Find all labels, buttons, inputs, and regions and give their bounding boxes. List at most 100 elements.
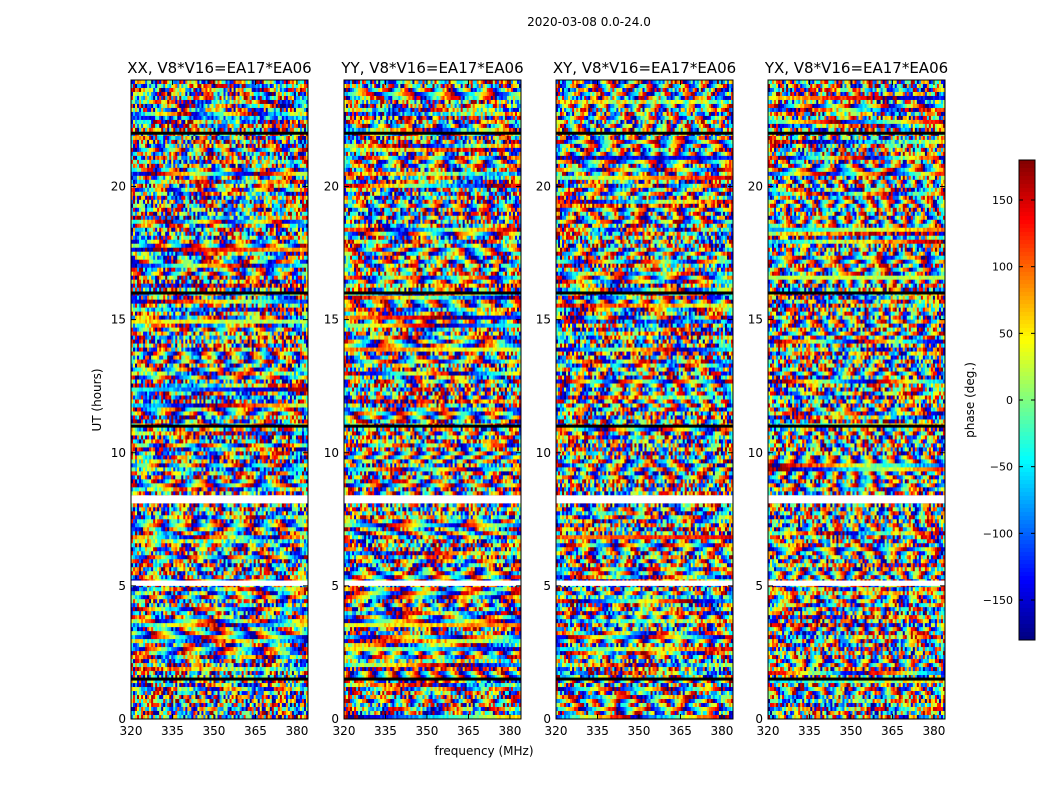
gap-line xyxy=(768,291,945,295)
colorbar-step xyxy=(1019,300,1035,305)
y-tick-label: 20 xyxy=(748,180,763,194)
colorbar-step xyxy=(1019,324,1035,329)
colorbar-step xyxy=(1019,388,1035,393)
colorbar-step xyxy=(1019,568,1035,573)
colorbar-step xyxy=(1019,384,1035,389)
colorbar-step xyxy=(1019,484,1035,489)
colorbar-step xyxy=(1019,412,1035,417)
colorbar-step xyxy=(1019,204,1035,209)
phase-heatmap xyxy=(768,80,945,719)
colorbar-step xyxy=(1019,312,1035,317)
colorbar-step xyxy=(1019,264,1035,269)
y-tick-label: 5 xyxy=(755,579,763,593)
gap-line xyxy=(131,677,308,681)
colorbar-step xyxy=(1019,476,1035,481)
colorbar-step xyxy=(1019,444,1035,449)
colorbar-step xyxy=(1019,240,1035,245)
panel-title: YX, V8*V16=EA17*EA06 xyxy=(764,59,948,77)
colorbar-step xyxy=(1019,168,1035,173)
colorbar-step xyxy=(1019,392,1035,397)
colorbar-step xyxy=(1019,504,1035,509)
x-tick-label: 350 xyxy=(628,724,651,738)
colorbar-step xyxy=(1019,380,1035,385)
y-tick-label: 0 xyxy=(118,712,126,726)
gap-line xyxy=(556,131,733,135)
colorbar-step xyxy=(1019,596,1035,601)
colorbar-step xyxy=(1019,252,1035,257)
gap-line xyxy=(556,291,733,295)
x-tick-label: 365 xyxy=(881,724,904,738)
colorbar-step xyxy=(1019,344,1035,349)
colorbar-step xyxy=(1019,552,1035,557)
y-tick-label: 0 xyxy=(331,712,339,726)
colorbar-step xyxy=(1019,272,1035,277)
y-tick-label: 10 xyxy=(748,446,763,460)
colorbar-step xyxy=(1019,336,1035,341)
colorbar-step xyxy=(1019,468,1035,473)
y-axis-label: UT (hours) xyxy=(90,368,104,431)
colorbar-step xyxy=(1019,616,1035,621)
panel-title: XX, V8*V16=EA17*EA06 xyxy=(127,59,311,77)
panel-frame xyxy=(555,79,734,720)
colorbar-step xyxy=(1019,172,1035,177)
x-tick-label: 335 xyxy=(586,724,609,738)
colorbar-step xyxy=(1019,612,1035,617)
colorbar-tick-label: 100 xyxy=(992,261,1013,274)
colorbar-step xyxy=(1019,420,1035,425)
y-tick-label: 15 xyxy=(536,313,551,327)
y-tick-label: 5 xyxy=(543,579,551,593)
colorbar-step xyxy=(1019,560,1035,565)
x-tick-label: 380 xyxy=(710,724,733,738)
colorbar-step xyxy=(1019,456,1035,461)
y-tick-label: 15 xyxy=(324,313,339,327)
y-tick-label: 0 xyxy=(755,712,763,726)
x-tick-label: 350 xyxy=(203,724,226,738)
panel-frame xyxy=(130,79,309,720)
colorbar-step xyxy=(1019,208,1035,213)
colorbar-step xyxy=(1019,164,1035,169)
colorbar-step xyxy=(1019,236,1035,241)
x-tick-label: 365 xyxy=(244,724,267,738)
colorbar-step xyxy=(1019,340,1035,345)
flagged-band xyxy=(768,580,945,586)
y-tick-label: 5 xyxy=(118,579,126,593)
gap-line xyxy=(344,424,521,428)
gap-line xyxy=(768,131,945,135)
colorbar-tick-label: 150 xyxy=(992,194,1013,207)
colorbar-step xyxy=(1019,584,1035,589)
x-tick-label: 320 xyxy=(120,724,143,738)
colorbar-step xyxy=(1019,332,1035,337)
y-tick-label: 15 xyxy=(748,313,763,327)
gap-line xyxy=(556,424,733,428)
gap-line xyxy=(344,677,521,681)
colorbar-step xyxy=(1019,588,1035,593)
flagged-band xyxy=(556,495,733,504)
colorbar-step xyxy=(1019,464,1035,469)
panel-frame xyxy=(343,79,522,720)
colorbar-step xyxy=(1019,404,1035,409)
colorbar-step xyxy=(1019,604,1035,609)
flagged-band xyxy=(131,580,308,586)
colorbar-step xyxy=(1019,400,1035,405)
colorbar-step xyxy=(1019,556,1035,561)
colorbar-step xyxy=(1019,448,1035,453)
flagged-band xyxy=(344,495,521,504)
panels: XX, V8*V16=EA17*EA06 320 335 350 365 380 0 5 10 1… xyxy=(111,59,948,738)
y-tick-label: 10 xyxy=(536,446,551,460)
colorbar-step xyxy=(1019,432,1035,437)
phase-heatmap xyxy=(556,80,733,719)
colorbar-step xyxy=(1019,232,1035,237)
colorbar-tick-label: −100 xyxy=(983,527,1013,540)
colorbar-step xyxy=(1019,500,1035,505)
colorbar-step xyxy=(1019,364,1035,369)
panel-title: XY, V8*V16=EA17*EA06 xyxy=(553,59,736,77)
x-tick-label: 335 xyxy=(798,724,821,738)
x-tick-label: 320 xyxy=(757,724,780,738)
gap-line xyxy=(131,131,308,135)
colorbar-step xyxy=(1019,320,1035,325)
colorbar-step xyxy=(1019,620,1035,625)
colorbar-step xyxy=(1019,248,1035,253)
colorbar-step xyxy=(1019,520,1035,525)
colorbar-step xyxy=(1019,308,1035,313)
flagged-band xyxy=(556,580,733,586)
